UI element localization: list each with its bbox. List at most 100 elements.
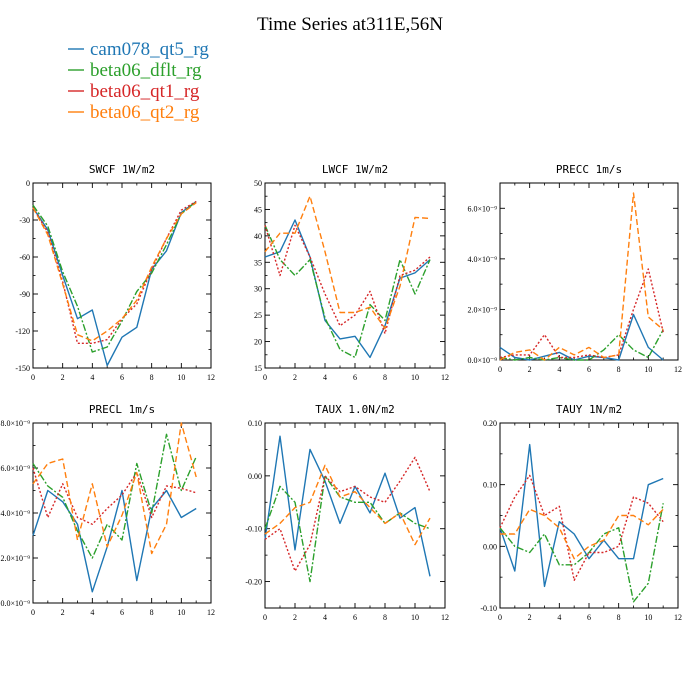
series-line: [264, 435, 431, 577]
y-tick-label: 0.10: [248, 419, 262, 428]
y-tick-label: 4.0×10⁻⁹: [467, 255, 497, 264]
series-line: [264, 475, 431, 583]
x-tick-label: 12: [207, 373, 215, 382]
y-tick-label: 6.0×10⁻⁹: [0, 464, 30, 473]
chart-panel: TAUX 1.0N/m2 0 2 4 6 8 10 12 -0.20 -0.10 0.00 0.10: [245, 403, 449, 622]
series-line: [499, 313, 664, 361]
y-tick-label: 20: [254, 338, 262, 347]
x-tick-label: 10: [644, 613, 652, 622]
y-tick-label: -0.20: [245, 578, 262, 587]
x-tick-label: 6: [353, 373, 357, 382]
y-tick-label: 4.0×10⁻⁹: [0, 509, 30, 518]
y-tick-label: 0.0×10⁻⁹: [0, 599, 30, 608]
panel-title: TAUY 1N/m2: [556, 403, 622, 416]
x-tick-label: 0: [498, 365, 502, 374]
x-tick-label: 0: [31, 373, 35, 382]
series-line: [32, 200, 197, 344]
x-tick-label: 2: [293, 373, 297, 382]
plot-frame: [264, 182, 446, 369]
x-tick-label: 10: [177, 608, 185, 617]
y-tick-label: -60: [19, 253, 30, 262]
series-line: [499, 192, 664, 361]
panel-title: LWCF 1W/m2: [322, 163, 388, 176]
x-tick-label: 2: [528, 365, 532, 374]
x-tick-label: 8: [617, 365, 621, 374]
series-line: [499, 443, 664, 588]
x-tick-label: 2: [61, 373, 65, 382]
series-line: [264, 225, 431, 359]
legend: cam078_qt5_rgbeta06_dflt_rgbeta06_qt1_rg…: [68, 39, 209, 123]
legend-entry-label: cam078_qt5_rg: [90, 39, 209, 60]
x-tick-label: 4: [90, 373, 94, 382]
chart-panel: TAUY 1N/m2 0 2 4 6 8 10 12 -0.10 0.00 0.10 0.20: [480, 403, 682, 622]
series-line: [32, 433, 197, 559]
series-line: [499, 503, 664, 603]
y-tick-label: 6.0×10⁻⁹: [467, 204, 497, 213]
y-tick-label: -90: [19, 290, 30, 299]
y-tick-label: 8.0×10⁻⁹: [0, 419, 30, 428]
plot-frame: [32, 422, 212, 604]
series-line: [499, 329, 664, 361]
x-tick-label: 0: [31, 608, 35, 617]
x-tick-label: 2: [61, 608, 65, 617]
y-tick-label: 30: [254, 285, 262, 294]
series-line: [32, 489, 197, 593]
y-tick-label: 40: [254, 232, 262, 241]
panel-title: SWCF 1W/m2: [89, 163, 155, 176]
legend-entry-label: beta06_qt1_rg: [90, 81, 200, 102]
plot-frame: [264, 422, 446, 609]
x-tick-label: 8: [150, 608, 154, 617]
y-tick-label: 35: [254, 258, 262, 267]
chart-panel: SWCF 1W/m2 0 2 4 6 8 10 12 -150 -120 -90 -60 -30 0: [15, 163, 215, 382]
x-tick-label: 0: [263, 373, 267, 382]
legend-entry-label: beta06_dflt_rg: [90, 60, 202, 81]
plot-frame: [499, 182, 679, 361]
series-line: [32, 200, 197, 353]
x-tick-label: 12: [441, 373, 449, 382]
x-tick-label: 10: [644, 365, 652, 374]
series-line: [264, 456, 431, 572]
panel-title: PRECC 1m/s: [556, 163, 622, 176]
chart-panel: PRECL 1m/s 0 2 4 6 8 10 12 0.0×10⁻⁹ 2.0×10⁻⁹ 4.0×1…: [0, 403, 215, 617]
y-tick-label: 25: [254, 311, 262, 320]
chart-panel: LWCF 1W/m2 0 2 4 6 8 10 12 15 20 25 30 35 40 45 50: [254, 163, 449, 382]
x-tick-label: 4: [323, 613, 327, 622]
series-line: [264, 224, 431, 335]
panel-title: PRECL 1m/s: [89, 403, 155, 416]
legend-entry-label: beta06_qt2_rg: [90, 102, 200, 123]
x-tick-label: 12: [441, 613, 449, 622]
x-tick-label: 12: [674, 365, 682, 374]
x-tick-label: 4: [323, 373, 327, 382]
x-tick-label: 4: [90, 608, 94, 617]
series-line: [264, 464, 431, 546]
y-tick-label: -120: [15, 327, 30, 336]
x-tick-label: 12: [207, 608, 215, 617]
x-tick-label: 10: [411, 613, 419, 622]
y-tick-label: 0.00: [483, 542, 497, 551]
x-tick-label: 6: [120, 608, 124, 617]
y-tick-label: 0.0×10⁻⁹: [467, 356, 497, 365]
y-tick-label: 0: [26, 179, 30, 188]
x-tick-label: 4: [557, 365, 561, 374]
x-tick-label: 8: [383, 373, 387, 382]
series-line: [32, 467, 197, 525]
x-tick-label: 0: [498, 613, 502, 622]
x-tick-label: 8: [383, 613, 387, 622]
x-tick-label: 6: [353, 613, 357, 622]
x-tick-label: 4: [557, 613, 561, 622]
y-tick-label: -0.10: [480, 604, 497, 613]
y-tick-label: 45: [254, 205, 262, 214]
x-tick-label: 12: [674, 613, 682, 622]
series-line: [264, 195, 431, 330]
x-tick-label: 6: [587, 613, 591, 622]
x-tick-label: 10: [177, 373, 185, 382]
series-line: [32, 422, 197, 555]
y-tick-label: 0.10: [483, 481, 497, 490]
y-tick-label: 2.0×10⁻⁹: [0, 554, 30, 563]
y-tick-label: 50: [254, 179, 262, 188]
x-tick-label: 0: [263, 613, 267, 622]
x-tick-label: 8: [617, 613, 621, 622]
x-tick-label: 8: [150, 373, 154, 382]
y-tick-label: 2.0×10⁻⁹: [467, 305, 497, 314]
